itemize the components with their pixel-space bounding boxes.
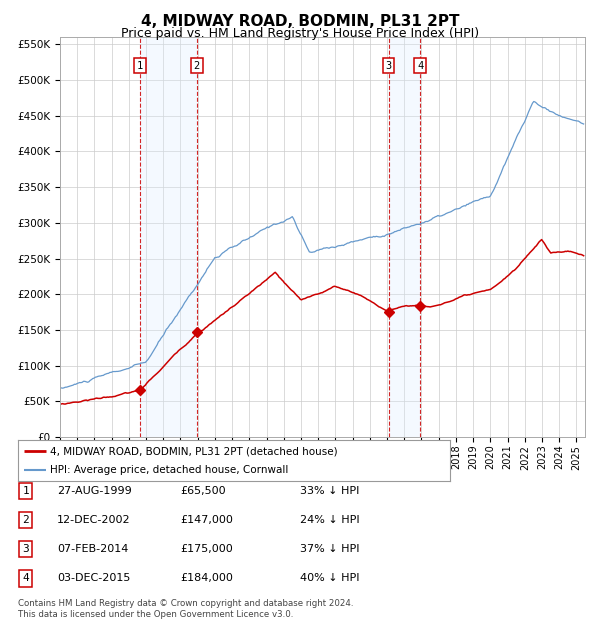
Text: 27-AUG-1999: 27-AUG-1999 bbox=[57, 486, 132, 496]
Text: £65,500: £65,500 bbox=[180, 486, 226, 496]
Text: Price paid vs. HM Land Registry's House Price Index (HPI): Price paid vs. HM Land Registry's House … bbox=[121, 27, 479, 40]
Text: HPI: Average price, detached house, Cornwall: HPI: Average price, detached house, Corn… bbox=[50, 466, 289, 476]
Text: 40% ↓ HPI: 40% ↓ HPI bbox=[300, 574, 359, 583]
Text: 07-FEB-2014: 07-FEB-2014 bbox=[57, 544, 128, 554]
Text: 3: 3 bbox=[386, 61, 392, 71]
Text: £184,000: £184,000 bbox=[180, 574, 233, 583]
Text: 1: 1 bbox=[137, 61, 143, 71]
Text: 2: 2 bbox=[22, 515, 29, 525]
Text: 4, MIDWAY ROAD, BODMIN, PL31 2PT: 4, MIDWAY ROAD, BODMIN, PL31 2PT bbox=[141, 14, 459, 29]
Text: Contains HM Land Registry data © Crown copyright and database right 2024.
This d: Contains HM Land Registry data © Crown c… bbox=[18, 600, 353, 619]
Text: 4, MIDWAY ROAD, BODMIN, PL31 2PT (detached house): 4, MIDWAY ROAD, BODMIN, PL31 2PT (detach… bbox=[50, 446, 338, 456]
Text: 2: 2 bbox=[194, 61, 200, 71]
Text: 12-DEC-2002: 12-DEC-2002 bbox=[57, 515, 131, 525]
Text: 33% ↓ HPI: 33% ↓ HPI bbox=[300, 486, 359, 496]
Text: £147,000: £147,000 bbox=[180, 515, 233, 525]
Text: 3: 3 bbox=[22, 544, 29, 554]
Text: 1: 1 bbox=[22, 486, 29, 496]
Bar bbox=[140, 37, 197, 437]
Text: 03-DEC-2015: 03-DEC-2015 bbox=[57, 574, 130, 583]
Text: 4: 4 bbox=[22, 574, 29, 583]
Bar bbox=[389, 37, 420, 437]
Text: 24% ↓ HPI: 24% ↓ HPI bbox=[300, 515, 359, 525]
Text: 37% ↓ HPI: 37% ↓ HPI bbox=[300, 544, 359, 554]
Text: £175,000: £175,000 bbox=[180, 544, 233, 554]
Text: 4: 4 bbox=[417, 61, 423, 71]
